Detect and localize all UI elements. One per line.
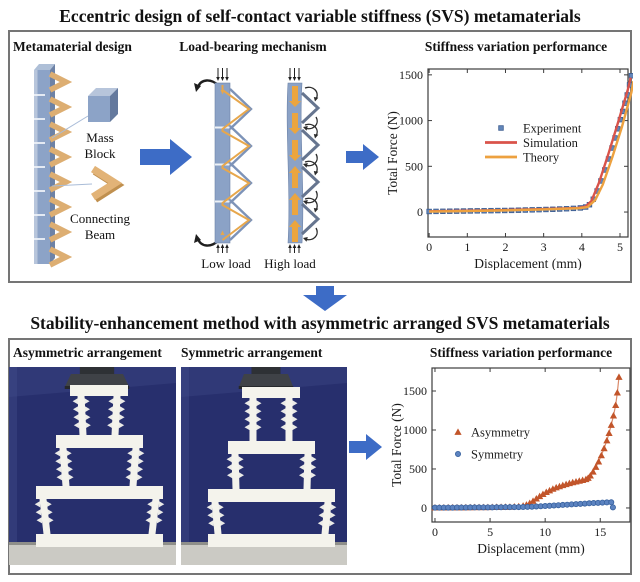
svg-text:0: 0 xyxy=(432,525,438,539)
svg-text:5: 5 xyxy=(487,525,493,539)
connecting-beam-chevrons xyxy=(48,71,73,268)
svg-text:1500: 1500 xyxy=(399,68,423,82)
mass-block-label: Mass Block xyxy=(84,130,116,161)
flow-arrow-right-2-icon xyxy=(346,144,379,170)
bottom-section-title: Stability-enhancement method with asymme… xyxy=(30,313,610,333)
high-load-label: High load xyxy=(264,256,316,271)
svg-text:0: 0 xyxy=(426,240,432,254)
heading-stiffness-performance-bottom: Stiffness variation performance xyxy=(429,345,613,360)
svg-text:500: 500 xyxy=(409,462,427,476)
svg-text:0: 0 xyxy=(421,501,427,515)
svg-text:0: 0 xyxy=(417,205,423,219)
svg-text:Total Force (N): Total Force (N) xyxy=(389,403,404,487)
svg-text:Asymmetry: Asymmetry xyxy=(471,426,531,440)
metamaterial-design-graphic xyxy=(34,64,125,268)
connecting-beam-label: Connecting Beam xyxy=(70,211,130,242)
svg-text:Symmetry: Symmetry xyxy=(471,448,524,462)
asymmetric-arrangement-photo xyxy=(9,367,176,565)
svs-performance-chart: 0 1 2 3 4 5 0 500 1000 1500 Displacement (mm) Total… xyxy=(385,68,633,270)
svg-text:Theory: Theory xyxy=(523,151,560,165)
svg-text:Displacement (mm): Displacement (mm) xyxy=(474,256,582,270)
svg-text:1000: 1000 xyxy=(399,114,423,128)
heading-asymmetric-arrangement: Asymmetric arrangement xyxy=(13,345,162,360)
low-load-column xyxy=(194,79,253,247)
mass-block-cube xyxy=(88,88,118,122)
heading-metamaterial-design: Metamaterial design xyxy=(13,39,132,54)
flow-arrow-right-3-icon xyxy=(349,434,382,460)
stability-performance-chart: 0 5 10 15 0 500 1000 1500 Displacement (mm) Total… xyxy=(389,367,631,556)
svg-text:Simulation: Simulation xyxy=(523,136,579,150)
svg-text:4: 4 xyxy=(579,240,585,254)
svg-text:Experiment: Experiment xyxy=(523,122,582,136)
heading-load-bearing-mechanism: Load-bearing mechanism xyxy=(179,39,327,54)
svg-text:3: 3 xyxy=(541,240,547,254)
top-section-title: Eccentric design of self-contact variabl… xyxy=(59,6,581,26)
symmetric-arrangement-photo xyxy=(181,367,347,565)
load-bearing-mechanism-graphic xyxy=(194,68,321,253)
flow-arrow-down-icon xyxy=(303,286,347,311)
svg-text:1500: 1500 xyxy=(403,384,427,398)
svg-text:1000: 1000 xyxy=(403,423,427,437)
svg-text:Total Force (N): Total Force (N) xyxy=(385,111,400,195)
svg-text:Displacement (mm): Displacement (mm) xyxy=(477,541,585,556)
heading-stiffness-performance-top: Stiffness variation performance xyxy=(424,39,608,54)
heading-symmetric-arrangement: Symmetric arrangement xyxy=(181,345,323,360)
svg-text:15: 15 xyxy=(594,525,606,539)
svg-text:5: 5 xyxy=(617,240,623,254)
metamaterial-column xyxy=(34,64,73,268)
connecting-beam-glyph xyxy=(90,165,125,203)
svg-text:500: 500 xyxy=(405,159,423,173)
svg-text:2: 2 xyxy=(502,240,508,254)
svg-text:1: 1 xyxy=(464,240,470,254)
svg-text:10: 10 xyxy=(539,525,551,539)
flow-arrow-right-1-icon xyxy=(140,139,192,175)
high-load-column xyxy=(286,82,321,244)
low-load-label: Low load xyxy=(201,256,251,271)
